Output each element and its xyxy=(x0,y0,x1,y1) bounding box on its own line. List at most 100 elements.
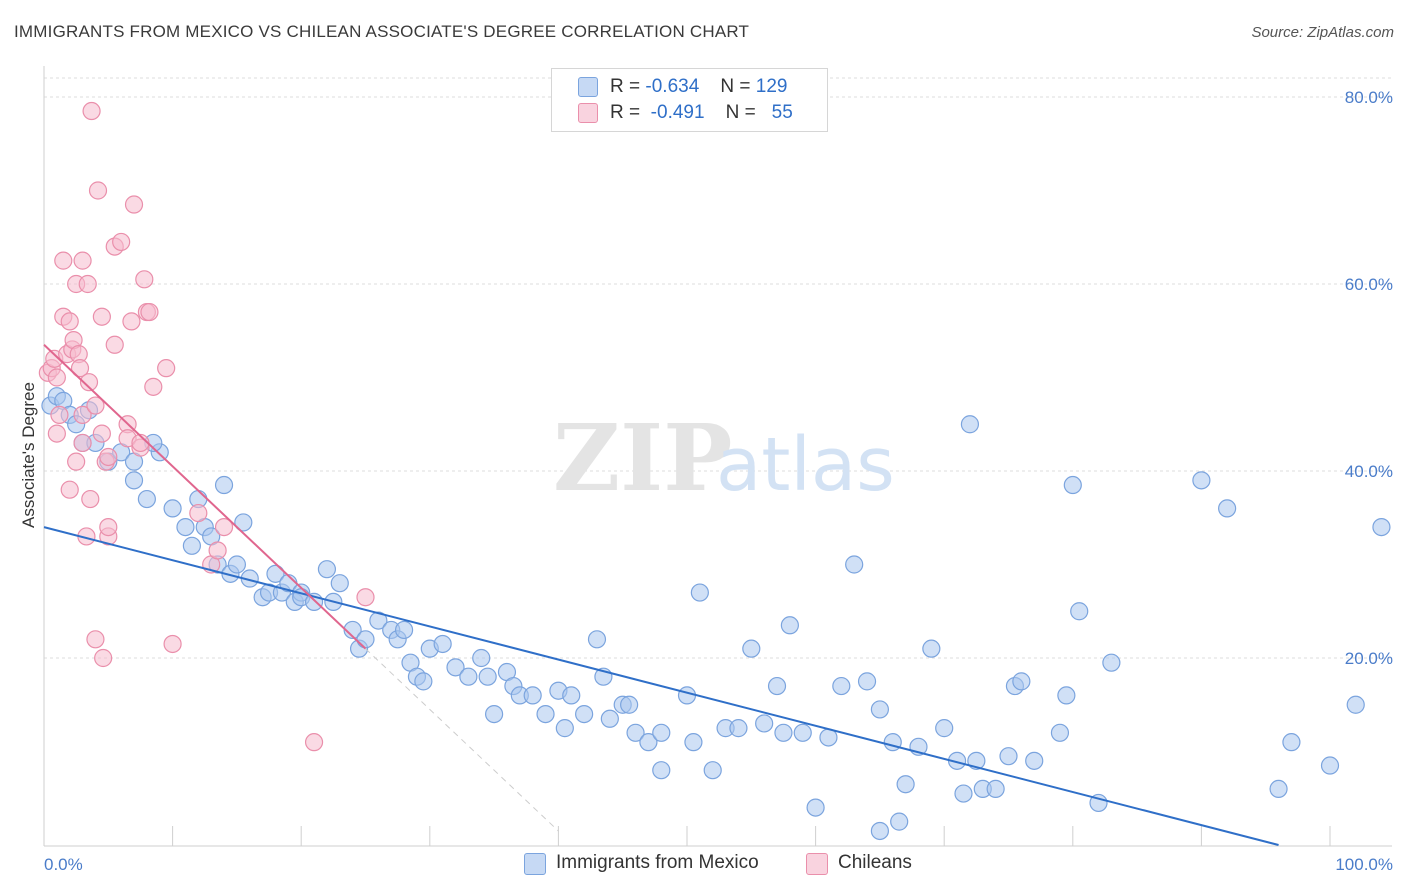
point-mexico xyxy=(652,761,671,780)
point-chileans xyxy=(86,396,105,415)
point-chileans xyxy=(60,312,79,331)
point-mexico xyxy=(1102,653,1121,672)
point-mexico xyxy=(343,620,362,640)
point-chileans xyxy=(60,480,79,499)
point-chileans xyxy=(47,424,66,443)
point-chileans xyxy=(78,274,97,294)
legend-n-value-chileans: 55 xyxy=(771,102,793,123)
point-mexico xyxy=(485,704,504,724)
point-mexico xyxy=(536,704,555,724)
legend-n-value-mexico: 129 xyxy=(755,76,788,97)
point-chileans xyxy=(105,335,124,354)
point-mexico xyxy=(690,583,709,602)
point-mexico xyxy=(935,719,954,738)
point-mexico xyxy=(1057,686,1076,705)
point-chileans xyxy=(94,648,113,668)
point-chileans xyxy=(144,377,163,396)
point-mexico xyxy=(575,704,594,724)
point-mexico xyxy=(478,667,497,686)
point-chileans xyxy=(70,359,90,378)
y-tick-label: 80.0% xyxy=(1345,88,1393,107)
point-mexico xyxy=(742,639,761,658)
legend-n-label: N = xyxy=(720,76,751,97)
point-mexico xyxy=(896,775,915,794)
point-mexico xyxy=(472,648,491,668)
series-swatch-chileans xyxy=(806,853,828,875)
point-mexico xyxy=(266,564,285,583)
point-mexico xyxy=(703,761,722,780)
point-chileans xyxy=(157,359,176,378)
point-chileans xyxy=(86,630,105,649)
point-chileans xyxy=(82,101,101,121)
y-tick-label: 20.0% xyxy=(1345,649,1393,668)
series-label-mexico: Immigrants from Mexico xyxy=(556,852,759,873)
legend-n-label: N = xyxy=(725,102,756,123)
point-mexico xyxy=(1218,499,1237,518)
point-mexico xyxy=(163,499,182,518)
point-mexico xyxy=(1372,517,1391,537)
point-mexico xyxy=(845,555,864,574)
trend-extension-chileans xyxy=(365,648,559,832)
point-chileans xyxy=(122,312,141,331)
point-mexico xyxy=(960,415,980,434)
y-tick-label: 60.0% xyxy=(1345,275,1393,294)
point-mexico xyxy=(1012,672,1031,691)
watermark-zip: ZIP xyxy=(553,404,732,512)
point-chileans xyxy=(189,503,208,523)
point-mexico xyxy=(1192,471,1211,490)
point-mexico xyxy=(394,620,414,640)
point-chileans xyxy=(73,405,92,424)
point-chileans xyxy=(140,302,159,322)
point-mexico xyxy=(1269,779,1288,799)
point-chileans xyxy=(99,517,118,537)
point-mexico xyxy=(182,536,201,555)
point-chileans xyxy=(304,733,324,752)
point-mexico xyxy=(652,723,671,742)
x-tick-label: 0.0% xyxy=(44,855,83,874)
trend-lines xyxy=(43,344,1279,846)
axes xyxy=(43,66,1392,847)
point-mexico xyxy=(1025,751,1044,770)
point-mexico xyxy=(1346,695,1365,714)
point-chileans xyxy=(214,517,234,537)
point-chileans xyxy=(54,251,73,270)
point-mexico xyxy=(890,812,909,831)
point-chileans xyxy=(67,452,86,471)
point-chileans xyxy=(99,447,118,467)
series-label-chileans: Chileans xyxy=(838,852,912,873)
legend-r-value-chileans: -0.491 xyxy=(650,102,705,123)
point-chileans xyxy=(112,232,131,252)
point-mexico xyxy=(755,714,774,733)
point-mexico xyxy=(677,686,697,705)
point-chileans xyxy=(47,368,66,387)
point-mexico xyxy=(124,471,144,490)
point-chileans xyxy=(79,373,99,392)
watermark-atlas: atlas xyxy=(716,422,895,508)
watermark: ZIP atlas xyxy=(553,404,895,512)
point-mexico xyxy=(870,821,890,841)
point-mexico xyxy=(620,695,639,714)
point-chileans xyxy=(124,195,144,214)
point-mexico xyxy=(234,513,253,532)
legend-swatch-chileans xyxy=(578,103,598,123)
legend-r-label: R = xyxy=(610,76,641,97)
point-mexico xyxy=(562,686,581,705)
point-mexico xyxy=(729,719,748,738)
point-mexico xyxy=(986,779,1005,799)
series-swatch-mexico xyxy=(524,853,546,875)
point-mexico xyxy=(793,723,812,742)
trend-line-mexico xyxy=(43,526,1279,846)
point-chileans xyxy=(356,588,375,607)
point-mexico xyxy=(369,611,388,630)
y-tick-label: 40.0% xyxy=(1345,462,1393,481)
legend-r-label: R = xyxy=(610,102,641,123)
point-mexico xyxy=(857,672,877,691)
point-mexico xyxy=(954,784,973,803)
point-mexico xyxy=(356,630,375,649)
point-mexico xyxy=(459,667,478,686)
point-mexico xyxy=(1050,723,1070,742)
point-chileans xyxy=(88,181,108,200)
point-mexico xyxy=(176,517,195,537)
point-mexico xyxy=(1063,475,1082,495)
point-mexico xyxy=(870,700,890,719)
